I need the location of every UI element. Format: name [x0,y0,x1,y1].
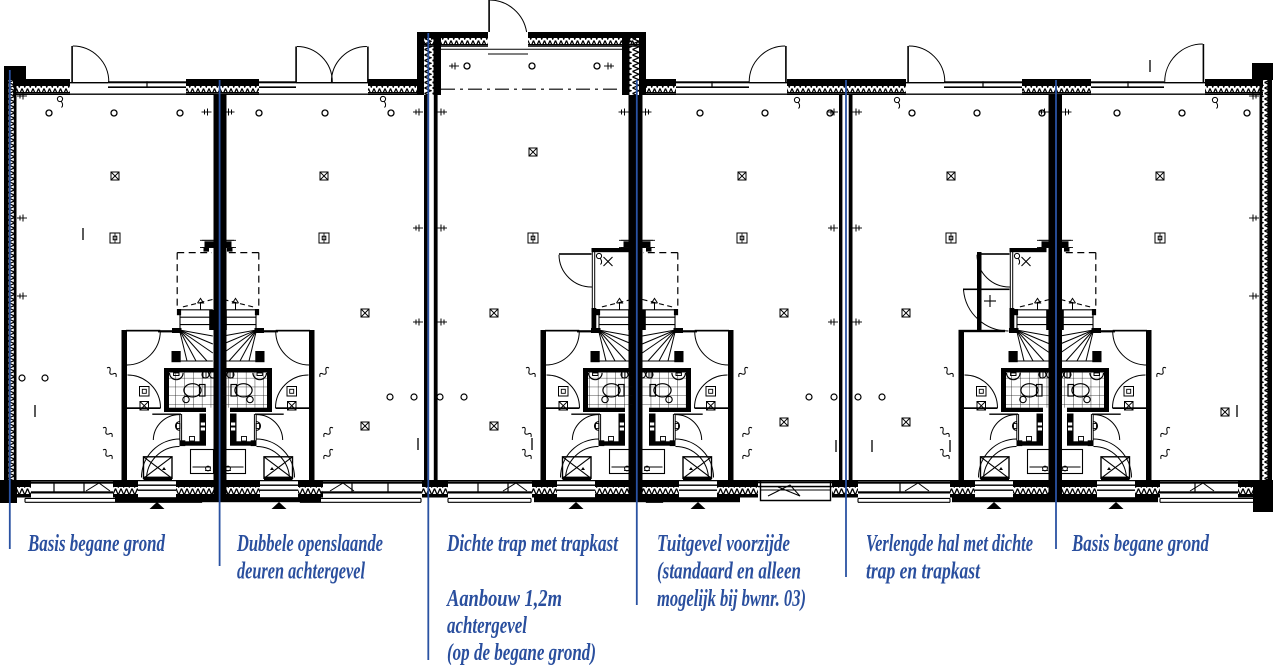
svg-text:Verlengde hal met dichte: Verlengde hal met dichte [866,531,1033,557]
svg-text:achtergevel: achtergevel [447,613,527,639]
svg-text:(standaard en alleen: (standaard en alleen [657,559,801,585]
svg-text:(op de begane grond): (op de begane grond) [447,640,596,665]
svg-text:Dubbele openslaande: Dubbele openslaande [236,531,383,557]
svg-text:Dichte trap met trapkast: Dichte trap met trapkast [446,531,619,557]
svg-text:trap en trapkast: trap en trapkast [866,559,981,585]
svg-text:Aanbouw 1,2m: Aanbouw 1,2m [445,586,562,612]
svg-text:Basis begane grond: Basis begane grond [27,531,165,557]
svg-text:Basis begane grond: Basis begane grond [1071,531,1209,557]
svg-text:Tuitgevel voorzijde: Tuitgevel voorzijde [657,531,790,557]
svg-text:mogelijk bij bwnr. 03): mogelijk bij bwnr. 03) [657,586,806,612]
svg-text:deuren achtergevel: deuren achtergevel [237,559,365,585]
